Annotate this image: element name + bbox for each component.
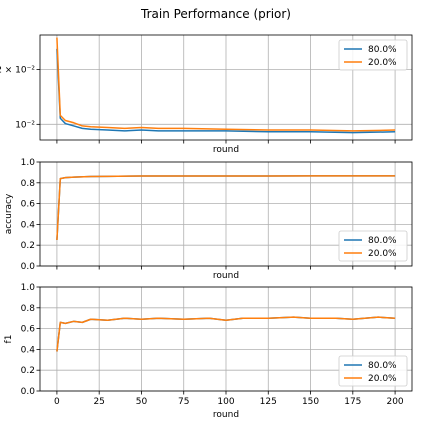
y-tick-label: 1.0 [21,283,36,293]
x-tick-label: 0 [54,397,60,407]
y-tick-label: 0.0 [21,262,36,272]
y-tick-label: 0.8 [21,304,36,314]
y-tick-label: 0.8 [21,179,36,189]
x-axis-label: round [213,271,239,281]
legend: 80.0% 20.0% [338,230,408,262]
y-tick-label: 1.0 [21,158,36,168]
y-tick-label: 0.6 [21,200,36,210]
legend-label: 20.0% [368,374,397,384]
legend-label: 20.0% [368,58,397,68]
x-axis-label: round [213,410,239,420]
series-line-2 [56,175,396,241]
legend: 80.0% 20.0% [338,355,408,387]
figure-title: Train Performance (prior) [141,7,291,21]
subplot-3: 0 25 50 75 100 125 150 175 200 0.0 0.2 0.4 0.6 0.8 1.0… [4,283,413,420]
x-tick-label: 150 [302,397,319,407]
y-tick-label: 0.6 [21,325,36,335]
series-line-1 [56,48,396,134]
subplot-1: 10⁻² 2 × 10⁻² round 80.0% 20.0% [0,34,413,155]
series-line-2 [56,37,396,132]
x-tick-label: 75 [178,397,189,407]
y-tick-label: 0.2 [21,366,35,376]
y-axis-label: accuracy [4,193,14,234]
series-line-2 [56,316,396,352]
y-tick-label: 0.2 [21,241,35,251]
x-axis-label: round [213,145,239,155]
x-tick-label: 25 [93,397,104,407]
x-tick-label: 200 [386,397,403,407]
x-tick-label: 175 [344,397,361,407]
y-tick-label: 0.4 [21,220,36,230]
x-tick-label: 125 [260,397,277,407]
legend-label: 80.0% [368,361,397,371]
subplot-2: 0.0 0.2 0.4 0.6 0.8 1.0 round accuracy 80.0% 20.0… [4,158,413,281]
y-axis-label: f1 [4,335,14,344]
x-tick-label: 50 [136,397,148,407]
y-tick-label: 2 × 10⁻² [0,66,35,76]
legend-label: 20.0% [368,249,397,259]
legend-label: 80.0% [368,45,397,55]
y-tick-label: 0.0 [21,387,36,397]
y-tick-label: 10⁻² [15,120,35,130]
legend-label: 80.0% [368,236,397,246]
y-tick-label: 0.4 [21,345,36,355]
x-tick-label: 100 [217,397,234,407]
legend: 80.0% 20.0% [338,39,408,71]
